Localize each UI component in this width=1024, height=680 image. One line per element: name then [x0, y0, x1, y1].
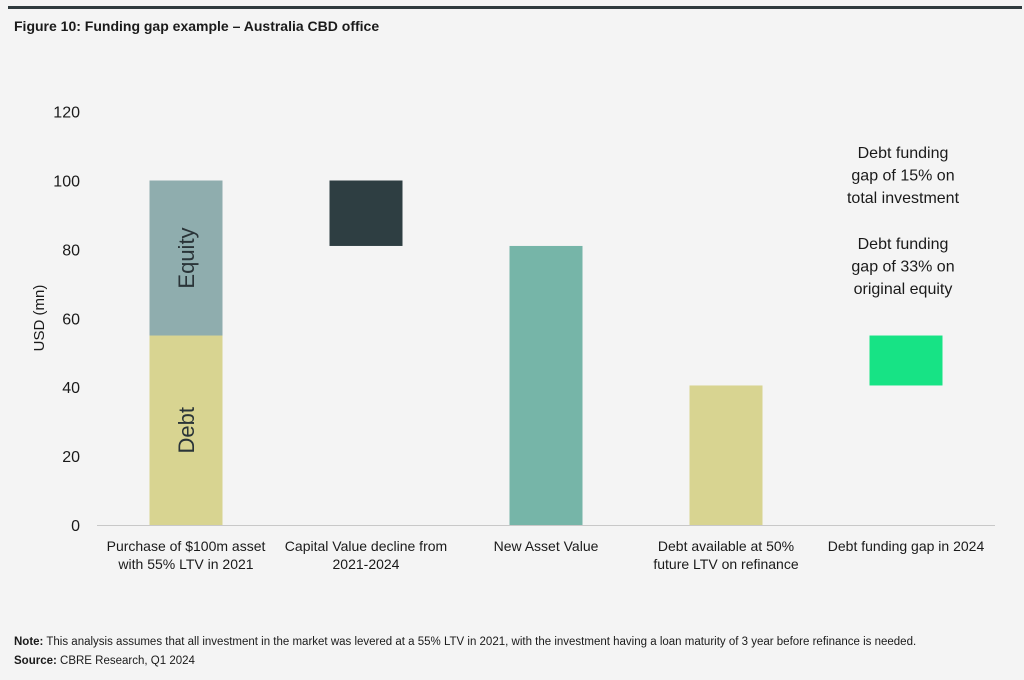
x-category-label: New Asset Value — [494, 538, 599, 554]
annotation-text: gap of 33% on — [851, 259, 954, 276]
y-tick-label: 100 — [53, 174, 80, 191]
source-label: Source: — [14, 655, 57, 667]
annotation-text: Debt funding — [858, 236, 949, 253]
y-tick-label: 120 — [53, 105, 80, 122]
funding-gap-chart: USD (mn) 0 20 40 60 80 100 120 Debt Equity Purchas… — [31, 105, 995, 572]
bar-debt-funding-gap — [869, 335, 943, 386]
y-tick-label: 80 — [62, 242, 80, 259]
bar-inner-label: Equity — [174, 227, 199, 288]
bar-equity — [149, 180, 223, 336]
bar-capital-value-decline — [329, 180, 403, 246]
bar-new-asset-value — [509, 245, 583, 525]
source-text: CBRE Research, Q1 2024 — [60, 655, 195, 667]
y-tick-label: 40 — [62, 380, 80, 397]
annotation-text: total investment — [847, 190, 960, 207]
figure-title: Figure 10: Funding gap example – Austral… — [14, 18, 380, 34]
y-axis-label: USD (mn) — [31, 285, 48, 352]
source-line: Source: CBRE Research, Q1 2024 — [14, 655, 195, 667]
bar-debt — [149, 335, 223, 525]
note-label: Note: — [14, 636, 44, 648]
x-category-label: Purchase of $100m asset — [107, 538, 266, 554]
annotation-text: Debt funding — [858, 145, 949, 162]
annotation-text: original equity — [854, 281, 953, 298]
bar-debt-available — [689, 385, 763, 525]
note-text: This analysis assumes that all investmen… — [46, 636, 917, 648]
x-category-label: Capital Value decline from — [285, 538, 447, 554]
top-rule — [8, 6, 1022, 9]
y-tick-label: 60 — [62, 311, 80, 328]
x-category-label: future LTV on refinance — [653, 556, 798, 572]
x-category-label: Debt funding gap in 2024 — [828, 538, 985, 554]
y-tick-label: 0 — [71, 518, 80, 535]
x-category-label: with 55% LTV in 2021 — [117, 556, 253, 572]
footnote: Note: This analysis assumes that all inv… — [14, 636, 1014, 648]
annotation-text: gap of 15% on — [851, 168, 954, 185]
x-category-label: Debt available at 50% — [658, 538, 794, 554]
y-tick-label: 20 — [62, 449, 80, 466]
x-category-label: 2021-2024 — [333, 556, 400, 572]
bar-inner-label: Debt — [174, 407, 199, 453]
